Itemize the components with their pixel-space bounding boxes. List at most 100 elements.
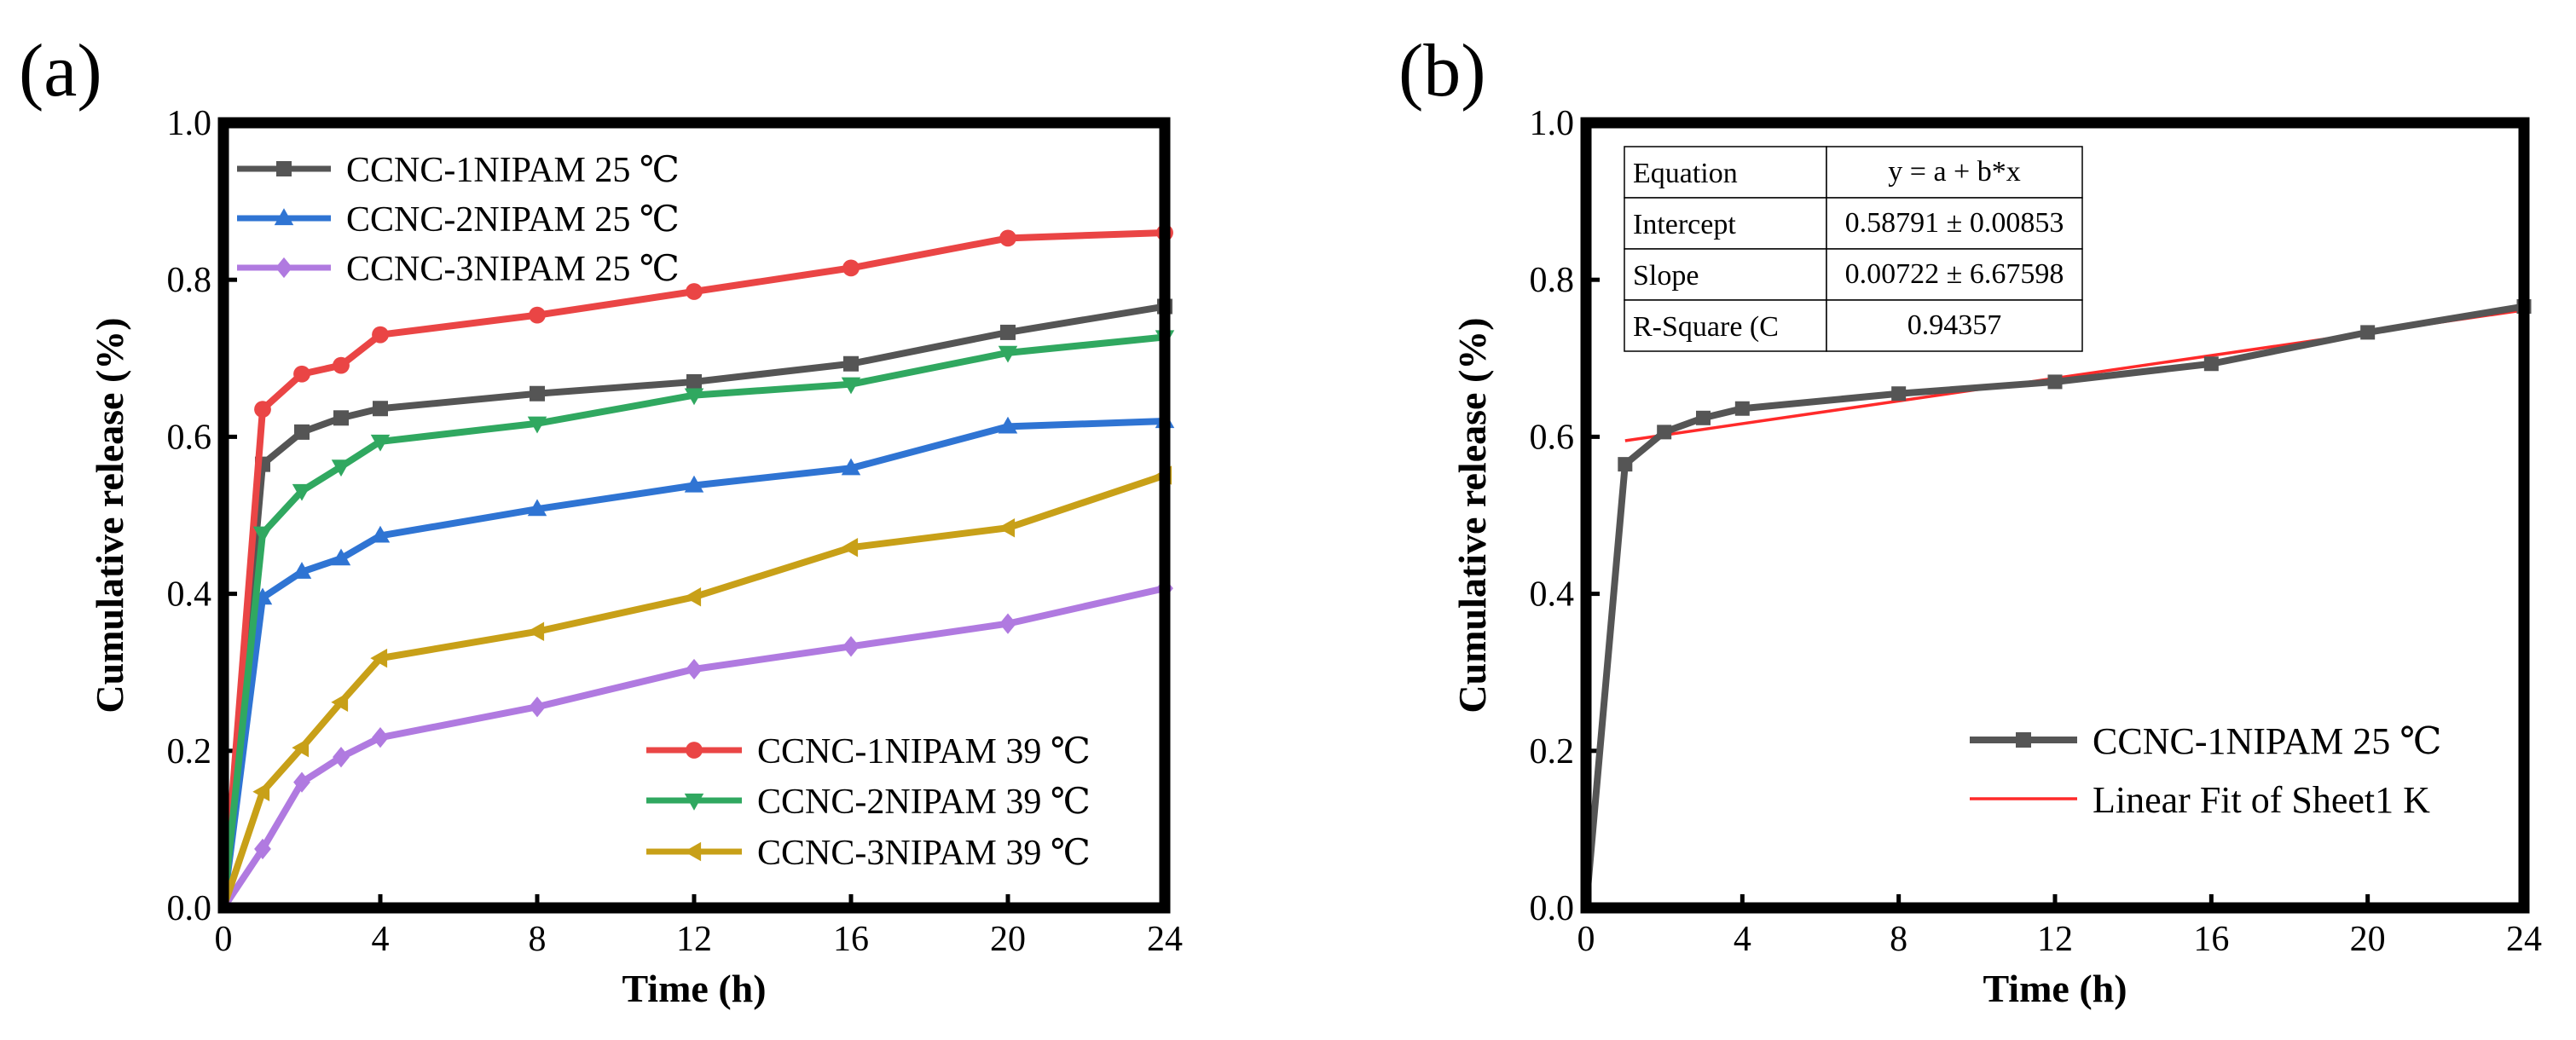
table-row-value: 0.58791 ± 0.00853 [1845,207,2064,239]
plot-frame [217,117,1171,914]
legend-label: CCNC-2NIPAM 25 ℃ [346,200,680,240]
legend-entry: CCNC-1NIPAM 39 ℃ [646,732,1091,771]
panel-label: (b) [1398,30,1486,113]
legend-bottom-right: CCNC-1NIPAM 39 ℃ CCNC-2NIPAM 39 ℃ CCNC-3NI… [646,732,1091,873]
x-tick-label: 4 [1734,920,1751,959]
x-tick-label: 0 [215,920,233,959]
y-tick-label: 0.0 [167,889,212,928]
legend-entry: CCNC-3NIPAM 25 ℃ [237,250,680,289]
data-point [998,517,1016,538]
y-tick-label: 0.8 [1530,261,1575,300]
data-point [1000,324,1016,340]
y-axis-title: Cumulative release (%) [1450,317,1494,713]
table-cell [1826,299,2083,352]
data-point [841,458,861,476]
y-tick-label: 0.0 [1530,889,1575,928]
series-line [220,303,1166,909]
data-point [1696,410,1711,425]
data-point [999,613,1016,634]
table-cell [1826,197,2083,250]
data-point [372,726,389,748]
data-point [686,283,703,300]
table-row-label: Equation [1633,158,1738,189]
data-point [1734,401,1750,416]
data-point [530,385,545,402]
y-tick-label: 0.4 [167,575,212,615]
data-point [1657,425,1672,440]
series-line [1583,303,2525,909]
data-point [686,373,702,390]
panel-b: (b) 0 4 8 12 16 20 24 0.0 0.2 0.4 0.6 0.8 1.0 Time (h)… [1398,30,2542,1010]
data-point [2360,325,2376,340]
legend-marker [684,841,702,862]
table-row-label: Slope [1633,260,1699,292]
y-tick-label: 0.4 [1530,575,1575,615]
legend-bottom-right: CCNC-1NIPAM 25 ℃ Linear Fit of Sheet1 K [1970,720,2441,821]
legend-label: CCNC-1NIPAM 25 ℃ [2093,720,2441,762]
data-point [252,782,270,801]
data-point [998,416,1018,434]
table-cell [1624,299,1827,352]
table-cell [1624,248,1827,301]
table-row-value: y = a + b*x [1888,156,2020,188]
data-point [842,636,860,657]
data-point [252,526,273,544]
data-point [843,355,859,372]
data-point [684,587,702,607]
table-row-label: Intercept [1633,209,1736,240]
x-tick-label: 12 [2037,920,2073,959]
data-point [294,424,310,440]
legend-marker [2016,732,2031,748]
x-axis-title: Time (h) [622,967,766,1010]
y-tick-label: 0.6 [1530,418,1575,457]
data-point [292,737,310,758]
data-point [842,259,860,277]
data-point [254,401,271,419]
data-point [333,747,350,768]
legend-label: Linear Fit of Sheet1 K [2093,779,2430,821]
series-line [220,228,1166,909]
y-tick-label: 0.8 [167,261,212,300]
panel-a: (a) 0 4 8 12 16 20 24 0.0 0.2 0.4 0.6 0.8 1.0 Time (h)… [19,30,1183,1010]
data-point [686,658,703,680]
data-point [1891,386,1907,402]
x-tick-label: 24 [1147,920,1183,959]
legend-label: CCNC-2NIPAM 39 ℃ [757,783,1091,822]
series-4 [220,224,1173,909]
data-point [292,483,312,501]
series-line [220,471,1166,910]
data-point [1618,457,1633,472]
series-line [220,585,1166,910]
series-line [220,333,1166,909]
legend-marker [686,742,703,759]
y-tick-label: 0.2 [1530,732,1575,771]
table-cell [1826,248,2083,301]
table-row-value: 0.94357 [1907,309,2002,341]
legend-label: CCNC-1NIPAM 25 ℃ [346,151,680,190]
x-tick-label: 20 [2350,920,2386,959]
data-point [372,326,389,344]
table-row-value: 0.00722 ± 6.67598 [1845,258,2064,290]
data-point [999,229,1016,247]
legend-entry: CCNC-3NIPAM 39 ℃ [646,834,1091,873]
legend-entry: CCNC-2NIPAM 39 ℃ [646,783,1091,822]
y-tick-label: 1.0 [1530,104,1575,143]
data-point [331,459,351,477]
data-point [998,345,1018,363]
series-line [220,417,1166,909]
x-tick-label: 20 [990,920,1026,959]
data-point [373,401,388,417]
legend-label: CCNC-3NIPAM 39 ℃ [757,834,1091,873]
fit-table: Equation y = a + b*x Intercept 0.58791 ± 0.… [1624,146,2083,352]
y-tick-label: 0.2 [167,732,212,771]
data-point [2047,374,2063,390]
x-axis-title: Time (h) [1983,967,2127,1010]
legend-marker [276,161,292,176]
legend-entry: CCNC-1NIPAM 25 ℃ [237,151,680,190]
y-tick-label: 0.6 [167,418,212,457]
x-tick-label: 12 [676,920,712,959]
panel-label: (a) [19,30,102,113]
data-point [333,410,349,426]
data-point [292,562,312,579]
x-tick-label: 0 [1577,920,1595,959]
